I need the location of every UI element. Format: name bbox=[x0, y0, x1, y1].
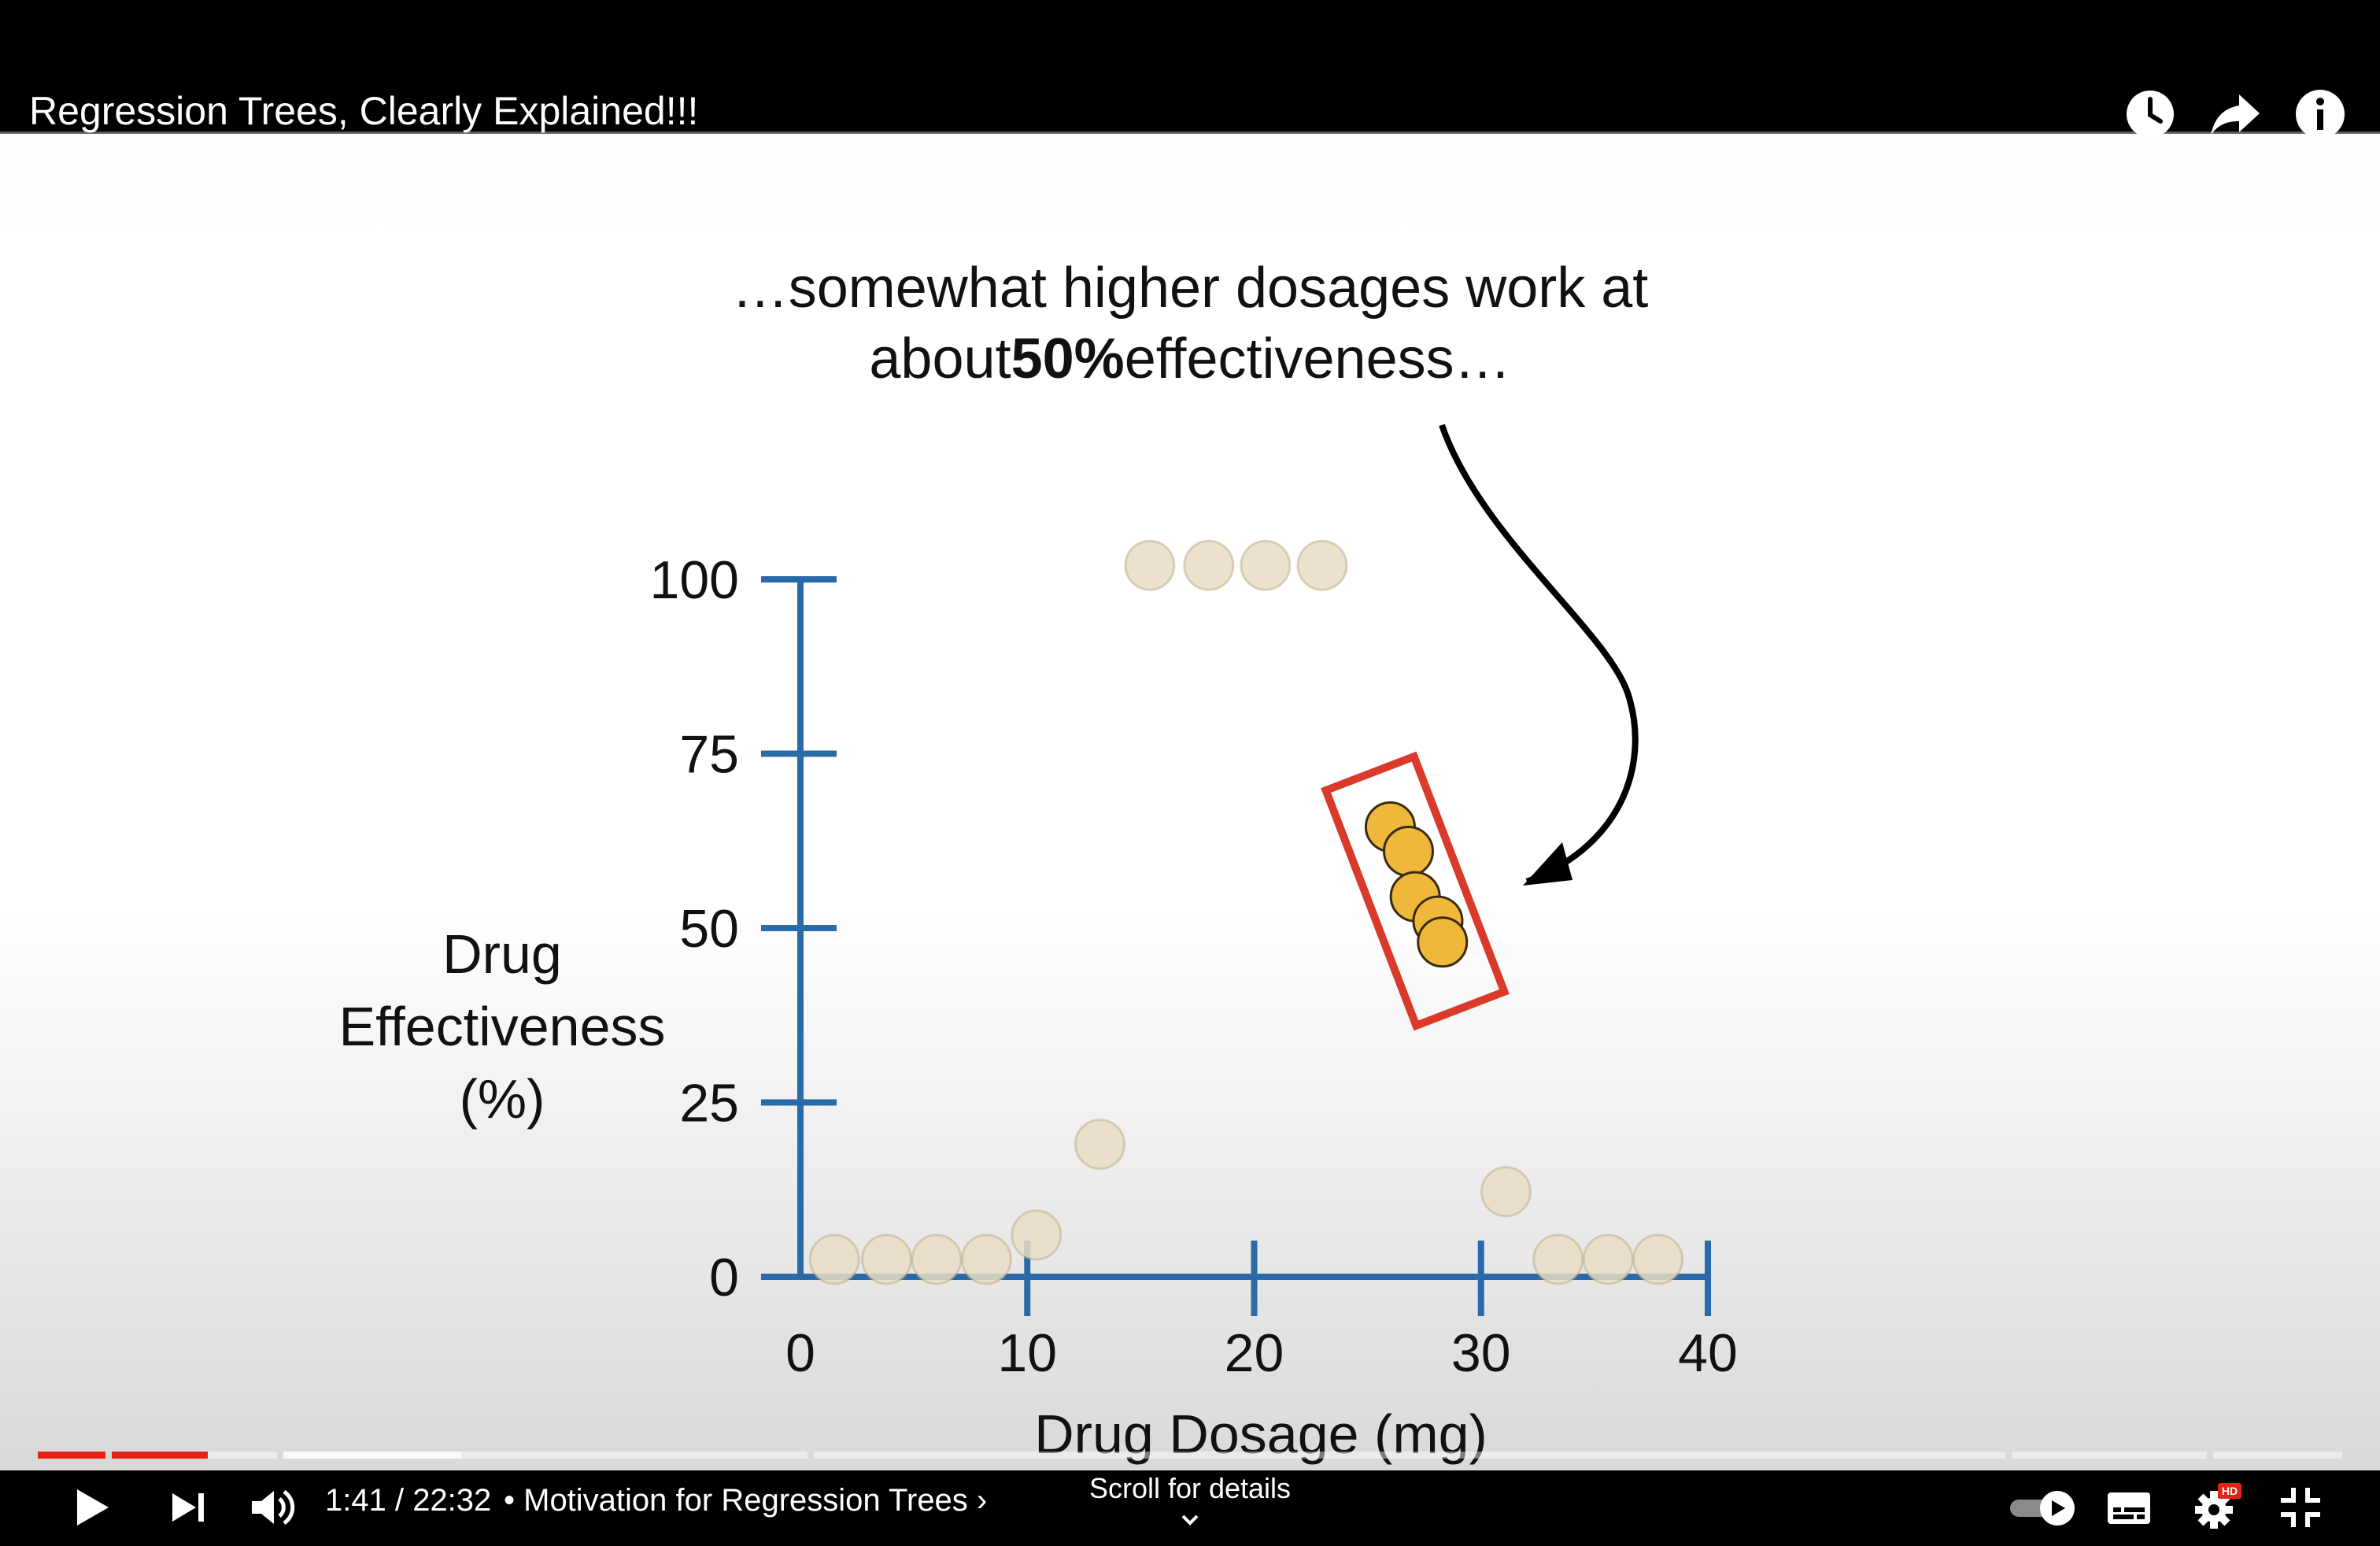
video-frame[interactable] bbox=[0, 131, 2380, 1472]
play-icon[interactable] bbox=[65, 1480, 120, 1535]
slide-caption-line-2: about 50% effectiveness… bbox=[0, 327, 2380, 391]
y-axis-title-line: Drug bbox=[442, 923, 562, 985]
data-point bbox=[1011, 1209, 1062, 1261]
progress-played bbox=[112, 1452, 208, 1459]
top-bar bbox=[0, 0, 2380, 134]
annotation-arrowhead bbox=[1523, 842, 1572, 886]
data-point bbox=[861, 1233, 913, 1285]
annotation-arrow bbox=[1439, 423, 1639, 885]
data-point bbox=[1582, 1233, 1634, 1285]
data-point-highlighted bbox=[1383, 826, 1435, 878]
autoplay-toggle-icon[interactable] bbox=[2005, 1480, 2084, 1535]
y-tick-label: 0 bbox=[709, 1248, 739, 1307]
y-axis-title-line: (%) bbox=[460, 1068, 545, 1130]
progress-bar[interactable] bbox=[38, 1452, 2342, 1459]
scroll-for-details-label[interactable]: Scroll for details bbox=[1088, 1472, 1292, 1504]
next-icon[interactable] bbox=[161, 1480, 216, 1535]
chapter-segment[interactable] bbox=[2012, 1452, 2207, 1459]
x-axis-title: Drug Dosage (mg) bbox=[1034, 1404, 1488, 1465]
data-point bbox=[1074, 1119, 1125, 1171]
x-tick-label: 10 bbox=[997, 1323, 1057, 1383]
x-tick-label: 20 bbox=[1225, 1323, 1284, 1383]
x-tick-label: 30 bbox=[1451, 1323, 1511, 1383]
chapter-segment[interactable] bbox=[2213, 1452, 2342, 1459]
chapter-title-button[interactable]: • Motivation for Regression Trees › bbox=[504, 1483, 988, 1518]
hd-badge: HD bbox=[2222, 1485, 2238, 1497]
caption-line-2-bold: 50% bbox=[1011, 327, 1125, 390]
data-point bbox=[960, 1233, 1012, 1285]
data-point bbox=[1296, 539, 1348, 591]
exit-fullscreen-icon[interactable] bbox=[2273, 1480, 2328, 1535]
info-icon[interactable] bbox=[2293, 87, 2348, 142]
data-point bbox=[1632, 1233, 1684, 1285]
chapter-segment[interactable] bbox=[814, 1452, 2005, 1459]
caption-line-2-suffix: effectiveness… bbox=[1124, 327, 1511, 390]
video-title[interactable]: Regression Trees, Clearly Explained!!! bbox=[29, 89, 699, 133]
data-point bbox=[1183, 539, 1235, 591]
watch-later-icon[interactable] bbox=[2123, 87, 2178, 142]
volume-icon[interactable] bbox=[244, 1480, 299, 1535]
chevron-down-icon[interactable] bbox=[1178, 1508, 1202, 1532]
slide-caption-line-1: …somewhat higher dosages work at bbox=[731, 257, 1649, 320]
y-tick-label: 75 bbox=[679, 725, 739, 785]
progress-played bbox=[38, 1452, 105, 1459]
data-point bbox=[1240, 539, 1292, 591]
share-icon[interactable] bbox=[2208, 87, 2263, 142]
y-tick-label: 25 bbox=[679, 1074, 739, 1134]
data-point bbox=[1532, 1233, 1584, 1285]
data-point bbox=[808, 1233, 860, 1285]
data-point bbox=[1124, 539, 1176, 591]
y-tick-label: 50 bbox=[679, 899, 739, 959]
chapter-segment[interactable] bbox=[283, 1452, 808, 1459]
highlight-box bbox=[1321, 751, 1510, 1031]
x-tick-label: 0 bbox=[785, 1323, 815, 1383]
data-point bbox=[1480, 1166, 1532, 1218]
subtitles-icon[interactable] bbox=[2101, 1480, 2156, 1535]
y-tick-label: 100 bbox=[650, 550, 739, 610]
data-point-highlighted bbox=[1417, 916, 1469, 968]
controls-bar bbox=[0, 1470, 2380, 1546]
x-tick-label: 40 bbox=[1678, 1323, 1738, 1383]
y-axis-title-line: Effectiveness bbox=[338, 996, 665, 1057]
buffer-indicator bbox=[283, 1452, 461, 1459]
time-display: 1:41 / 22:32 bbox=[325, 1483, 492, 1518]
caption-line-2-prefix: about bbox=[869, 327, 1011, 390]
settings-icon[interactable]: HD bbox=[2188, 1480, 2243, 1535]
data-point bbox=[911, 1233, 963, 1285]
